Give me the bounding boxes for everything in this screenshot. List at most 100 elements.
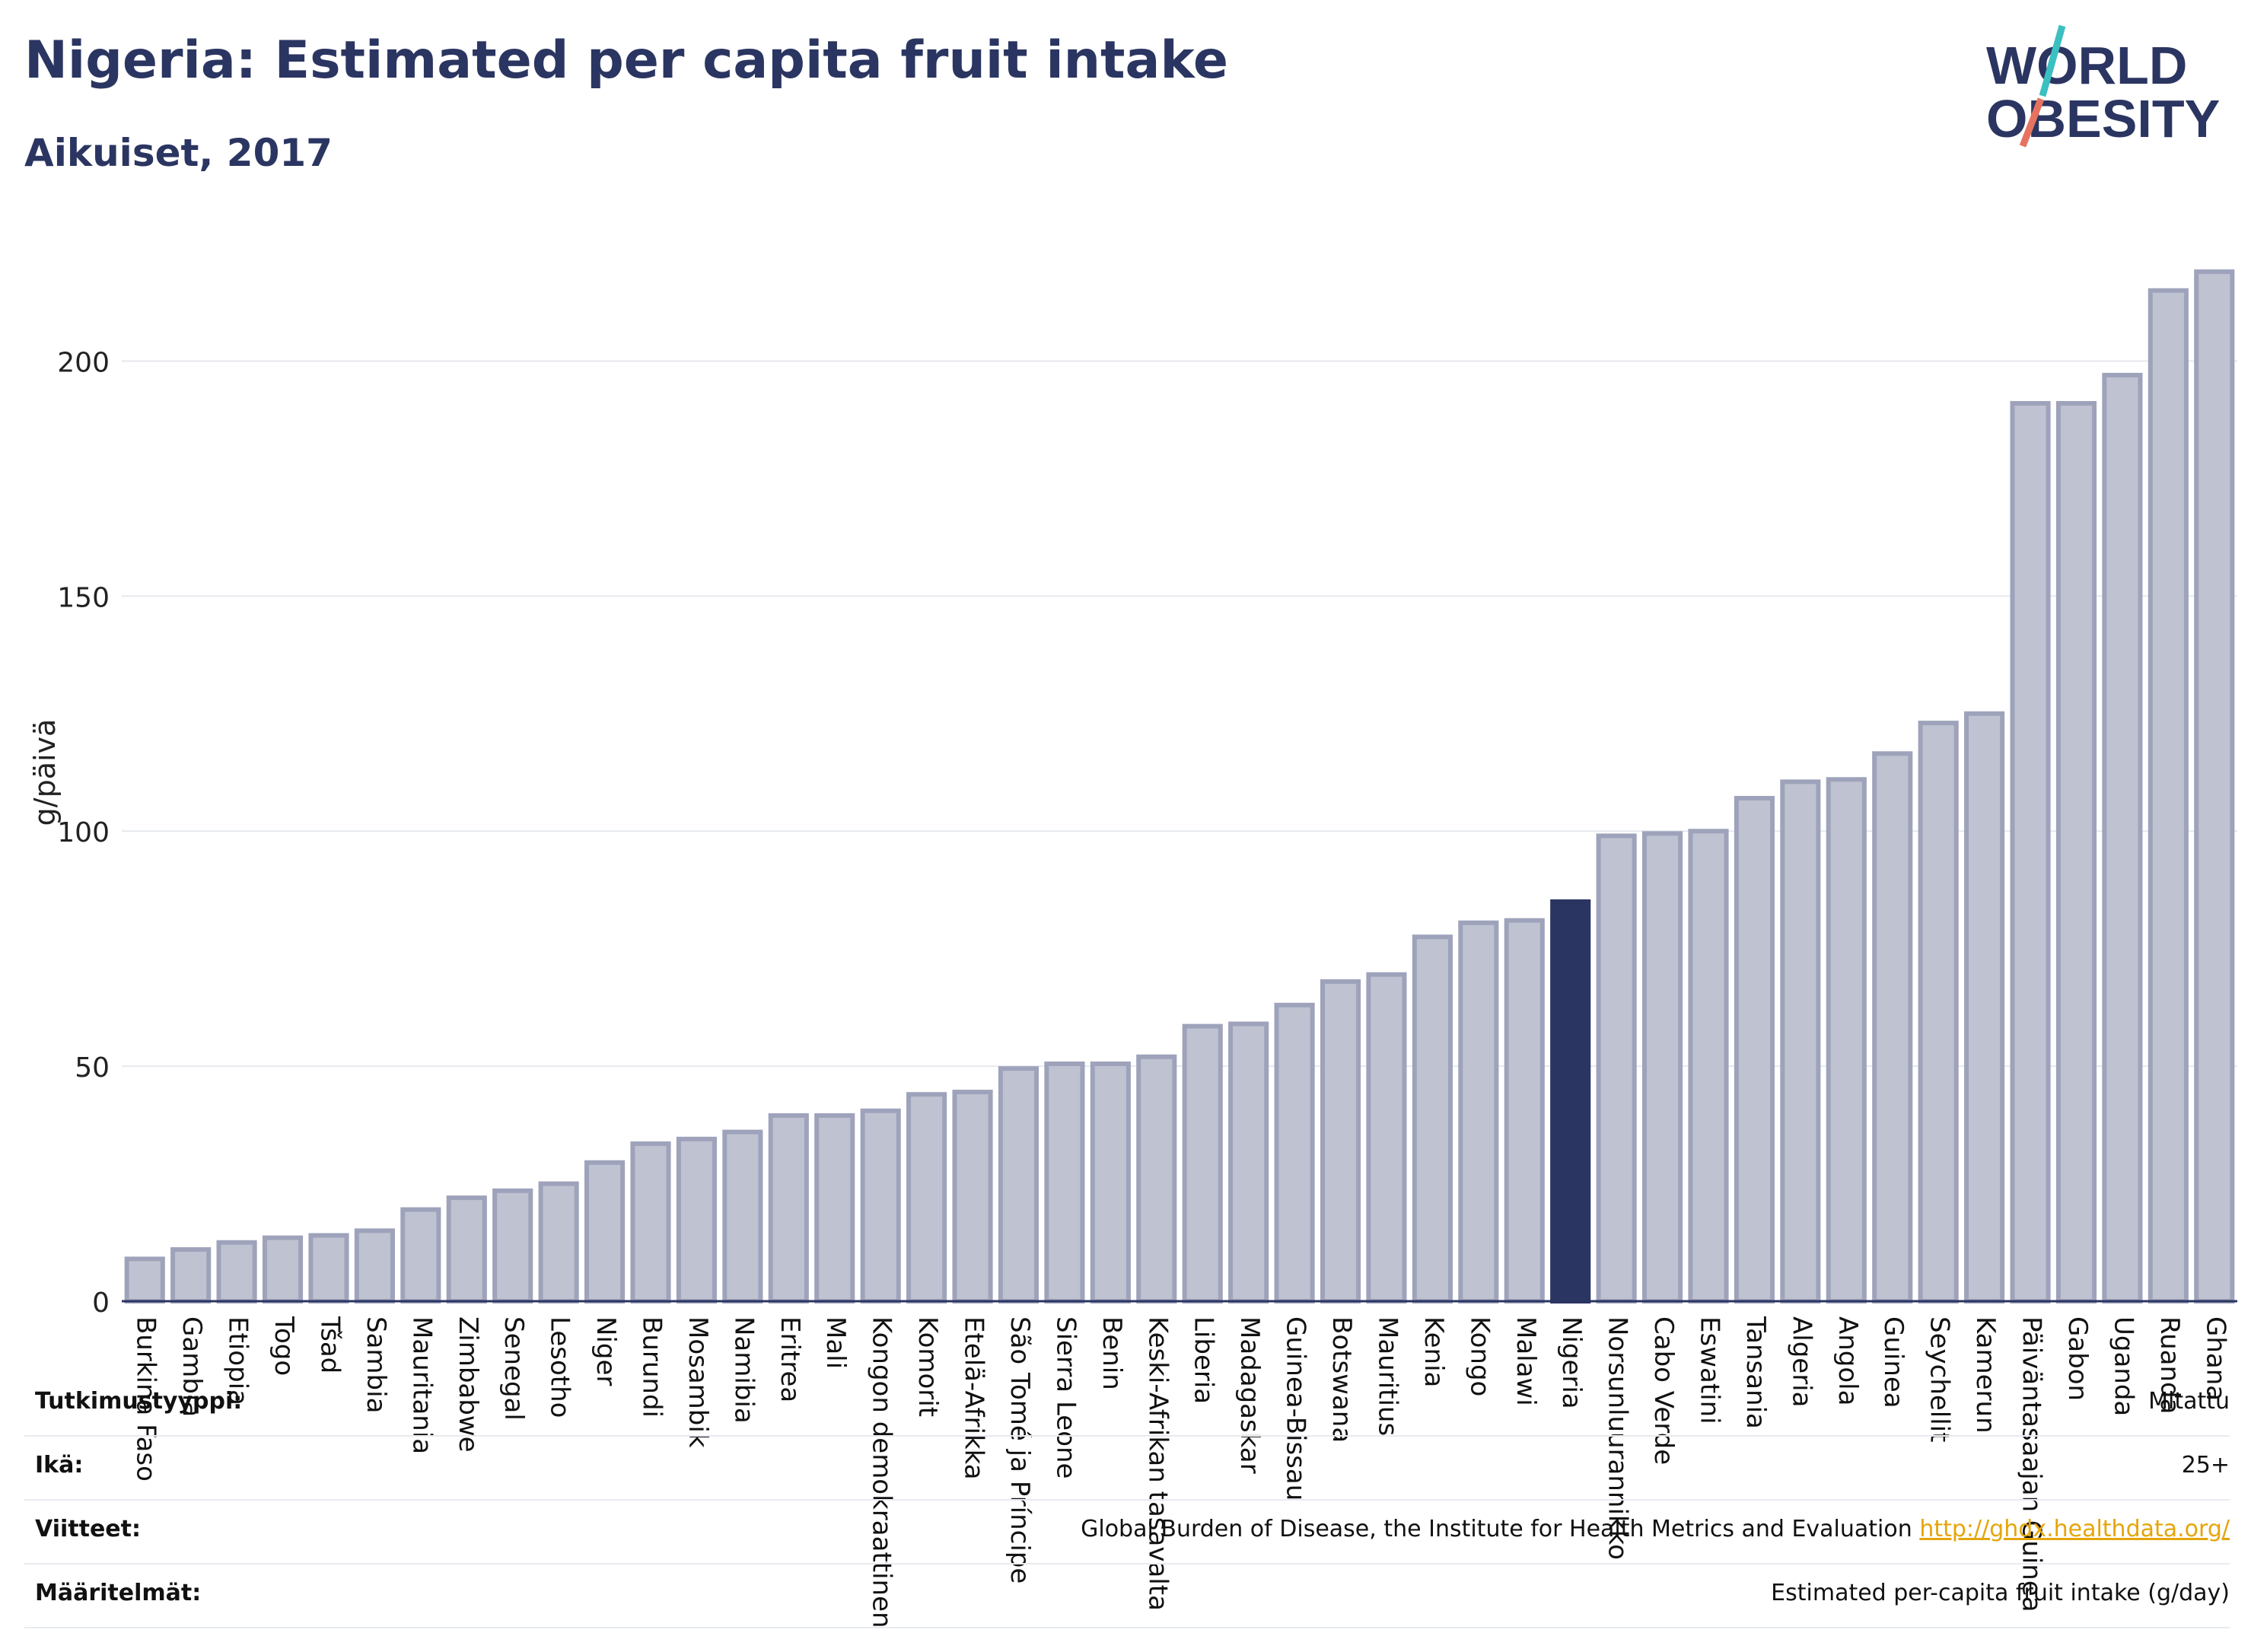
- x-tick-label: Ruanda: [2154, 1316, 2185, 1414]
- info-row-value: 25+: [2181, 1452, 2230, 1479]
- x-tick-label: Algeria: [1786, 1316, 1816, 1407]
- x-tick-label: Madagaskar: [1234, 1316, 1265, 1474]
- bar: [1366, 972, 1407, 1303]
- bar: [952, 1090, 993, 1303]
- bar: [400, 1207, 441, 1303]
- x-tick-label: Kamerun: [1970, 1316, 2001, 1434]
- bar: [1596, 833, 1637, 1303]
- svg-text:WORLD: WORLD: [1986, 36, 2187, 95]
- x-tick-label: Lesotho: [545, 1316, 575, 1418]
- bar: [1412, 934, 1453, 1303]
- bar: [722, 1129, 763, 1303]
- info-row-label: Tutkimustyyppi:: [35, 1388, 243, 1415]
- bar: [2194, 269, 2235, 1304]
- x-tick-label: Cabo Verde: [1648, 1316, 1679, 1465]
- bar: [676, 1136, 718, 1304]
- x-tick-label: Eswatini: [1695, 1316, 1725, 1424]
- x-tick-label: Mali: [820, 1316, 851, 1369]
- y-axis-label: g/päivä: [28, 719, 62, 826]
- x-tick-label: Angola: [1832, 1316, 1863, 1405]
- info-row-value: Mitattu: [2148, 1388, 2230, 1415]
- x-tick-label: Kenia: [1418, 1316, 1449, 1387]
- bar: [1734, 795, 1775, 1303]
- x-tick-label: Gambia: [177, 1316, 207, 1417]
- x-tick-label: Kongon demokraattinen: [867, 1316, 897, 1628]
- x-tick-label: Burundi: [637, 1316, 667, 1418]
- x-tick-label: Tansania: [1740, 1316, 1771, 1429]
- bar: [584, 1160, 626, 1304]
- bar: [492, 1188, 533, 1304]
- x-tick-label: Komorit: [912, 1316, 943, 1417]
- x-tick-label: Niger: [591, 1316, 621, 1386]
- x-tick-label: Uganda: [2108, 1316, 2138, 1416]
- bar: [1458, 920, 1499, 1303]
- bar: [354, 1228, 395, 1304]
- bar: [1872, 751, 1913, 1303]
- info-row-label: Viitteet:: [35, 1516, 141, 1542]
- bar: [814, 1112, 855, 1303]
- bar: [1090, 1062, 1131, 1303]
- bar: [1320, 979, 1361, 1304]
- bar: [768, 1112, 809, 1303]
- world-obesity-logo: WORLD OBESITY: [1986, 24, 2220, 148]
- bar: [1228, 1021, 1269, 1303]
- bar: [1688, 829, 1729, 1303]
- x-tick-label: Mauritania: [406, 1316, 437, 1454]
- x-tick-label: Zimbabwe: [453, 1316, 483, 1453]
- x-tick-label: Liberia: [1189, 1316, 1219, 1404]
- bar: [2148, 288, 2189, 1303]
- info-row-label: Ikä:: [35, 1452, 84, 1479]
- bar: [1641, 831, 1683, 1304]
- x-tick-label: Norsunluurannikko: [1603, 1316, 1633, 1560]
- bar: [124, 1256, 165, 1304]
- info-row: Tutkimustyyppi: Mitattu: [24, 1371, 2230, 1437]
- x-tick-label: Etiopia: [223, 1316, 253, 1405]
- x-tick-label: Kongo: [1464, 1316, 1495, 1396]
- info-row-value: Estimated per-capita fruit intake (g/day…: [1771, 1580, 2230, 1606]
- x-tick-label: Ghana: [2200, 1316, 2230, 1401]
- bar: [906, 1092, 947, 1303]
- x-tick-label: Mosambik: [683, 1316, 713, 1448]
- info-row: Viitteet: Global Burden of Disease, the I…: [24, 1499, 2230, 1564]
- y-tick-label: 200: [57, 347, 110, 378]
- info-row-label: Määritelmät:: [35, 1580, 202, 1606]
- bar: [1826, 777, 1867, 1304]
- y-tick-label: 0: [92, 1288, 110, 1319]
- x-tick-label: Nigeria: [1556, 1316, 1587, 1409]
- info-row: Määritelmät: Estimated per-capita fruit i…: [24, 1563, 2230, 1628]
- bar: [1136, 1054, 1177, 1304]
- x-tick-label: Eritrea: [775, 1316, 805, 1402]
- bar: [262, 1235, 304, 1303]
- chart-subtitle: Aikuiset, 2017: [24, 131, 333, 175]
- info-row-value: Global Burden of Disease, the Institute …: [1081, 1516, 2230, 1542]
- bar: [860, 1108, 901, 1304]
- bar: [308, 1233, 349, 1303]
- bar: [2010, 401, 2051, 1303]
- source-link[interactable]: http://ghdx.healthdata.org/: [1919, 1516, 2230, 1542]
- bar: [1918, 721, 1959, 1303]
- bar: [170, 1247, 212, 1303]
- bar: [446, 1195, 487, 1303]
- x-tick-label: Benin: [1097, 1316, 1127, 1390]
- x-tick-label: Mauritius: [1372, 1316, 1402, 1436]
- bar: [538, 1181, 579, 1303]
- x-tick-label: São Tomé ja Príncipe: [1005, 1316, 1035, 1584]
- x-tick-label: Botswana: [1326, 1316, 1357, 1443]
- x-tick-label: Togo: [269, 1316, 299, 1376]
- bar: [630, 1141, 671, 1303]
- bar: [1274, 1002, 1315, 1304]
- x-tick-label: Sierra Leone: [1050, 1316, 1081, 1479]
- bar: [1044, 1062, 1085, 1303]
- info-row: Ikä: 25+: [24, 1435, 2230, 1501]
- bar: [2055, 401, 2097, 1303]
- x-tick-label: Senegal: [498, 1316, 529, 1421]
- bar: [1550, 899, 1591, 1303]
- x-tick-label: Guinea-Bissau: [1281, 1316, 1311, 1501]
- x-tick-label: Tšad: [314, 1316, 345, 1373]
- x-tick-label: Keski-Afrikan tasavalta: [1142, 1316, 1173, 1611]
- bar: [1182, 1023, 1223, 1303]
- y-tick-label: 100: [57, 817, 110, 848]
- x-tick-label: Gabon: [2062, 1316, 2093, 1401]
- x-tick-label: Malawi: [1511, 1316, 1541, 1406]
